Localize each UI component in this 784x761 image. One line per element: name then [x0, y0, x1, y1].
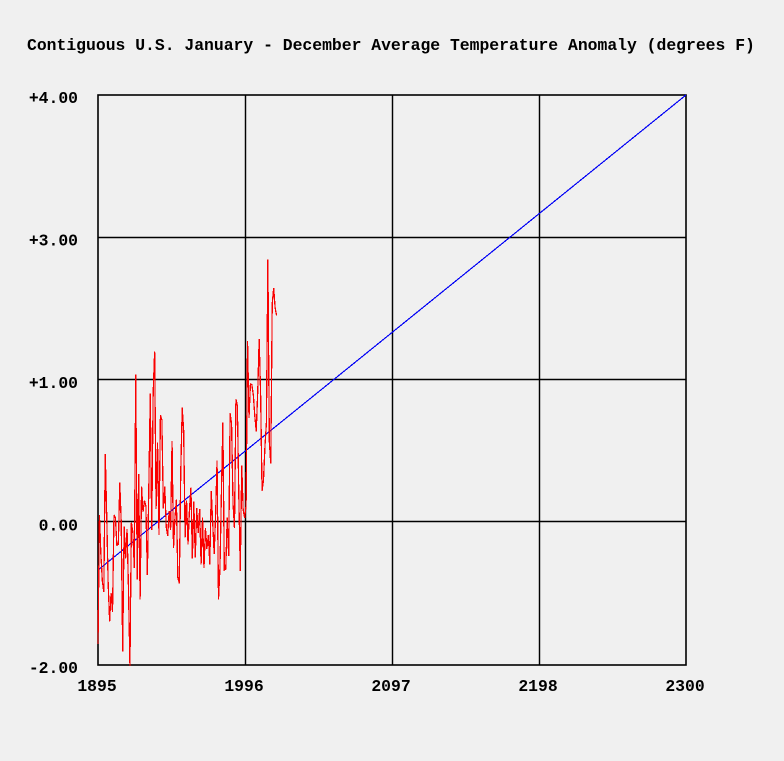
svg-text:+4.00: +4.00 [29, 89, 78, 108]
svg-text:2198: 2198 [518, 677, 557, 696]
svg-text:+3.00: +3.00 [29, 232, 78, 251]
svg-text:2097: 2097 [371, 677, 410, 696]
svg-text:0.00: 0.00 [39, 517, 78, 536]
svg-text:-2.00: -2.00 [29, 659, 78, 678]
svg-text:1996: 1996 [224, 677, 263, 696]
svg-text:2300: 2300 [665, 677, 704, 696]
svg-text:+1.00: +1.00 [29, 374, 78, 393]
svg-text:Contiguous U.S. January - Dece: Contiguous U.S. January - December Avera… [27, 36, 755, 55]
svg-text:1895: 1895 [77, 677, 116, 696]
